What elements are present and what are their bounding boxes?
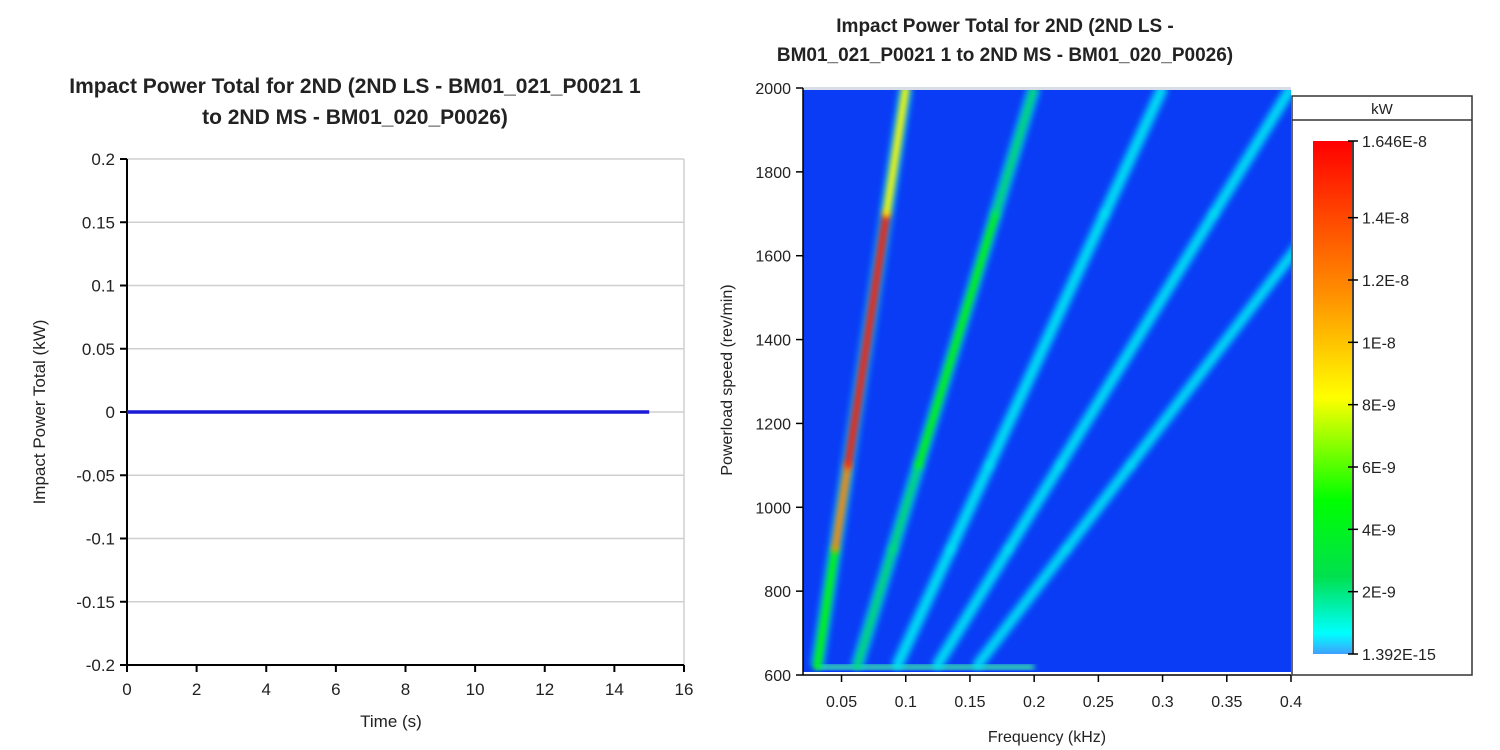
y-tick-label: 0.2: [91, 150, 115, 169]
ridge-order-2: [889, 462, 922, 553]
y-tick-label: 1000: [755, 500, 791, 517]
heatmap-top-strip: [803, 87, 1291, 91]
ridge-order-1: [882, 90, 909, 218]
chart-title-line-2: to 2ND MS - BM01_020_P0026): [202, 106, 508, 129]
ridge-order-5: [1063, 462, 1134, 552]
x-tick-label: 0.3: [1151, 694, 1173, 711]
y-tick-label: 1600: [755, 249, 791, 266]
y-axis-label: Impact Power Total (kW): [30, 320, 49, 505]
ridge-order-2: [853, 545, 897, 670]
ridge-order-4: [1211, 90, 1291, 217]
colorbar-tick-label: 6E-9: [1362, 460, 1396, 477]
ridge-order-4: [1005, 462, 1063, 553]
y-tick-label: -0.15: [76, 593, 115, 612]
y-tick-label: 1800: [755, 165, 791, 182]
ridge-order-5: [1127, 251, 1291, 468]
x-tick-label: 12: [535, 680, 554, 699]
chart-title-line-1: Impact Power Total for 2ND (2ND LS - BM0…: [69, 75, 641, 98]
y-tick-label: 2000: [755, 81, 791, 98]
ridge-order-4: [1057, 210, 1217, 469]
x-tick-label: 0.05: [826, 694, 857, 711]
ridge-order-3: [986, 210, 1108, 469]
heatmap-title-line-2: BM01_021_P0021 1 to 2ND MS - BM01_020_P0…: [777, 45, 1233, 66]
y-axis-label: Powerload speed (rev/min): [719, 284, 736, 475]
y-tick-label: -0.05: [76, 466, 115, 485]
x-tick-label: 2: [192, 680, 201, 699]
y-tick-label: 800: [764, 584, 791, 601]
ridge-order-3: [947, 462, 993, 553]
x-tick-label: 0.25: [1083, 694, 1114, 711]
ridge-order-1: [844, 210, 890, 469]
ridge-order-1: [813, 545, 839, 671]
x-tick-label: 14: [605, 680, 624, 699]
x-tick-label: 0.15: [954, 694, 985, 711]
heatmap-chart: Impact Power Total for 2ND (2ND LS - BM0…: [719, 16, 1473, 746]
x-tick-label: 6: [331, 680, 340, 699]
y-tick-label: 0.15: [82, 213, 115, 232]
colorbar-tick-label: 2E-9: [1362, 585, 1396, 602]
x-tick-label: 0.4: [1280, 694, 1302, 711]
colorbar-tick-label: 1.392E-15: [1362, 647, 1436, 664]
ridge-order-3: [1101, 90, 1166, 217]
colorbar-tick-label: 8E-9: [1362, 398, 1396, 415]
heatmap-low-speed-band: [815, 664, 1035, 670]
colorbar-tick-label: 1.646E-8: [1362, 134, 1427, 151]
ridge-order-3: [893, 546, 954, 670]
y-tick-label: -0.1: [86, 530, 115, 549]
x-tick-label: 0.1: [895, 694, 917, 711]
x-axis-label: Time (s): [360, 712, 422, 731]
y-tick-label: 1200: [755, 416, 791, 433]
ridge-order-1: [831, 461, 852, 553]
x-tick-label: 16: [675, 680, 694, 699]
y-tick-label: -0.2: [86, 656, 115, 675]
ridge-order-5: [973, 546, 1069, 670]
heatmap-title-line-1: Impact Power Total for 2ND (2ND LS -: [836, 16, 1173, 37]
colorbar-gradient: [1313, 141, 1352, 654]
colorbar-tick-label: 1.2E-8: [1362, 273, 1409, 290]
ridge-order-4: [933, 546, 1012, 670]
line-chart: Impact Power Total for 2ND (2ND LS - BM0…: [30, 75, 693, 731]
y-tick-label: 0: [106, 403, 115, 422]
y-tick-label: 600: [764, 668, 791, 685]
ridge-order-2: [992, 90, 1037, 218]
ridge-order-2: [915, 210, 999, 469]
y-tick-label: 1400: [755, 333, 791, 350]
x-axis-label: Frequency (kHz): [988, 729, 1106, 746]
colorbar-tick-label: 1E-8: [1362, 335, 1396, 352]
colorbar-unit: kW: [1371, 101, 1394, 118]
x-tick-label: 8: [401, 680, 410, 699]
x-tick-label: 0.35: [1211, 694, 1242, 711]
x-tick-label: 0.2: [1023, 694, 1045, 711]
y-tick-label: 0.05: [82, 340, 115, 359]
x-tick-label: 0: [122, 680, 131, 699]
x-tick-label: 4: [262, 680, 271, 699]
colorbar: kW 1.646E-8 1.4E-8 1.2E-8 1E-8 8E-9 6E-9 4E-9 2…: [1291, 95, 1473, 676]
x-tick-label: 10: [466, 680, 485, 699]
y-tick-label: 0.1: [91, 277, 115, 296]
colorbar-tick-label: 1.4E-8: [1362, 211, 1409, 228]
colorbar-tick-label: 4E-9: [1362, 522, 1396, 539]
